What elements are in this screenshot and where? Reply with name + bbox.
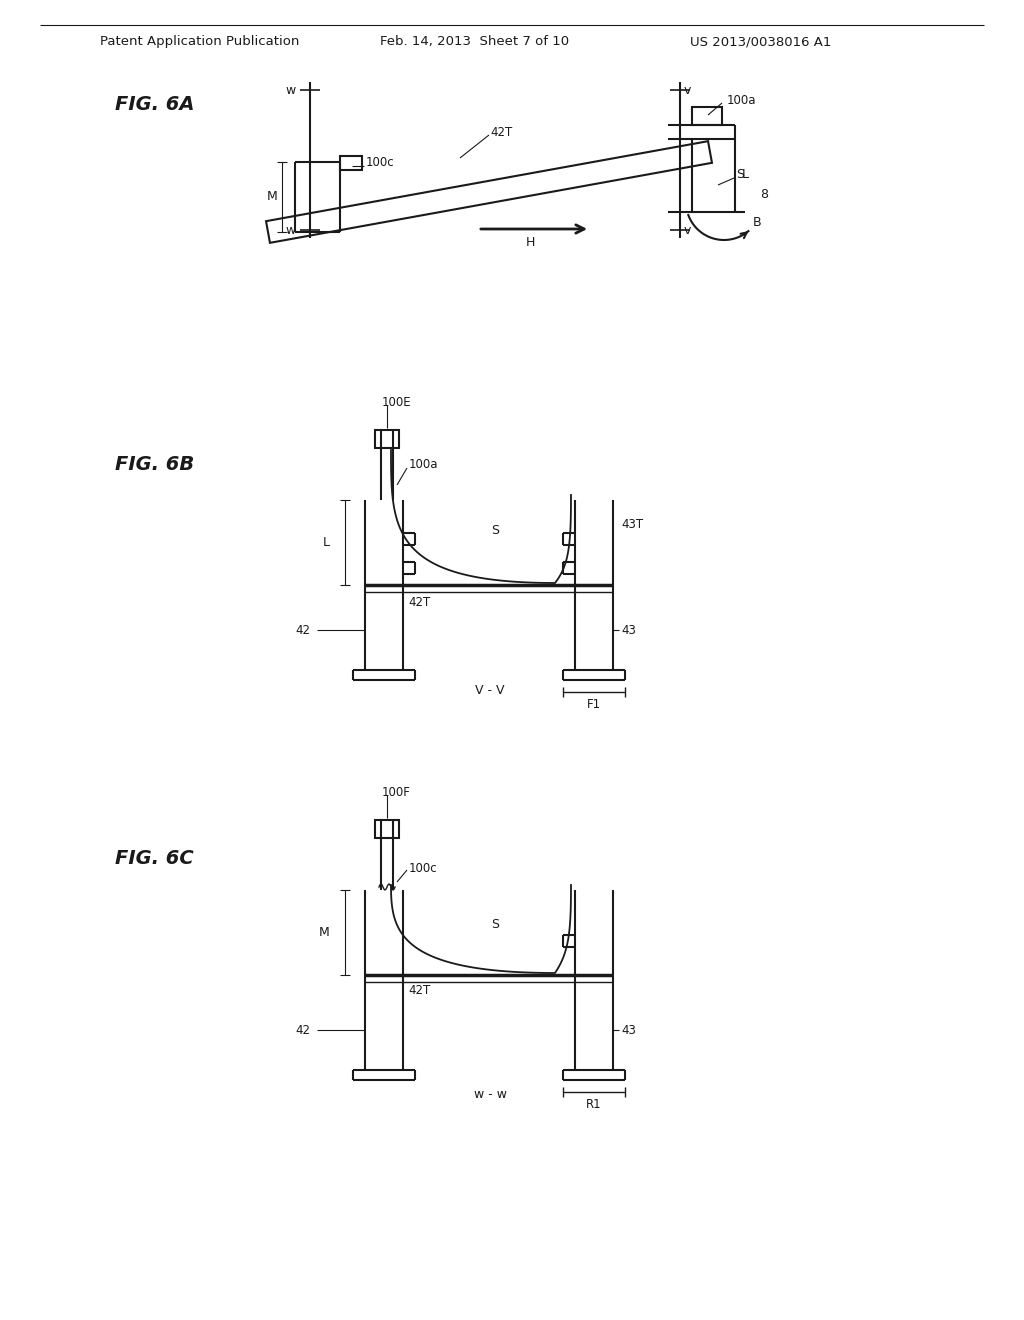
Text: L: L (323, 536, 330, 549)
Text: S: S (490, 524, 499, 536)
Bar (375, 820, 399, 838)
Text: H: H (525, 236, 535, 249)
Bar (340, 156, 362, 170)
Text: FIG. 6C: FIG. 6C (115, 849, 194, 867)
Text: 42T: 42T (408, 983, 430, 997)
Text: FIG. 6B: FIG. 6B (115, 455, 195, 474)
Text: v: v (684, 83, 691, 96)
Text: FIG. 6A: FIG. 6A (115, 95, 195, 115)
Text: w - w: w - w (473, 1089, 507, 1101)
Text: 100c: 100c (366, 157, 394, 169)
Text: w: w (286, 223, 296, 236)
Text: w: w (286, 83, 296, 96)
Text: V - V: V - V (475, 684, 505, 697)
Text: 42T: 42T (408, 595, 430, 609)
Text: R1: R1 (586, 1097, 602, 1110)
Text: M: M (319, 927, 330, 940)
Text: Patent Application Publication: Patent Application Publication (100, 36, 299, 49)
Text: L: L (742, 169, 749, 181)
Text: 43: 43 (621, 1023, 636, 1036)
Text: 42: 42 (295, 1023, 310, 1036)
Text: 8: 8 (760, 189, 768, 202)
Text: US 2013/0038016 A1: US 2013/0038016 A1 (690, 36, 831, 49)
Text: S: S (490, 919, 499, 932)
Text: 100a: 100a (409, 458, 438, 471)
Text: 42T: 42T (490, 125, 512, 139)
Text: v: v (684, 223, 691, 236)
Polygon shape (266, 141, 712, 243)
Text: Feb. 14, 2013  Sheet 7 of 10: Feb. 14, 2013 Sheet 7 of 10 (380, 36, 569, 49)
Bar (375, 430, 399, 447)
Text: 100F: 100F (382, 785, 411, 799)
Bar (692, 107, 722, 125)
Text: 100a: 100a (727, 94, 757, 107)
Text: F1: F1 (587, 697, 601, 710)
Text: M: M (266, 190, 278, 203)
Text: B: B (753, 215, 762, 228)
Text: 43T: 43T (621, 519, 643, 532)
Text: S: S (736, 169, 744, 181)
Text: 42: 42 (295, 623, 310, 636)
Text: 100E: 100E (382, 396, 412, 408)
Text: 100c: 100c (409, 862, 437, 874)
Text: 43: 43 (621, 623, 636, 636)
